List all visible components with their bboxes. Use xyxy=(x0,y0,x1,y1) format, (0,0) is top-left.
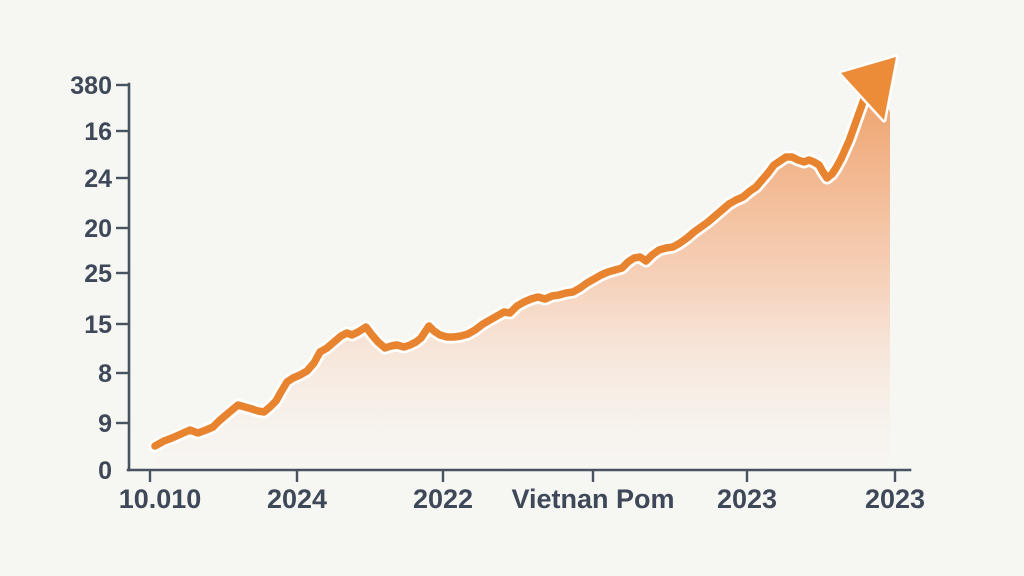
area-fill xyxy=(155,78,890,470)
x-tick-label: 2022 xyxy=(413,484,473,514)
y-tick-label: 20 xyxy=(84,215,112,243)
y-tick-label: 380 xyxy=(70,72,112,100)
x-tick-label: Vietnan Pom xyxy=(511,484,674,514)
y-tick-label: 8 xyxy=(98,360,112,388)
y-tick-label: 0 xyxy=(98,457,112,485)
y-axis-ticks xyxy=(116,83,129,425)
x-tick-label: 2023 xyxy=(717,484,777,514)
y-tick-label: 9 xyxy=(98,410,112,438)
y-axis-labels: 380 16 24 20 25 15 8 9 0 xyxy=(70,72,112,485)
arrow-up-icon xyxy=(838,54,899,123)
y-tick-label: 25 xyxy=(84,260,112,288)
x-tick-label: 2023 xyxy=(865,484,925,514)
x-tick-label: 2024 xyxy=(267,484,327,514)
x-axis-ticks xyxy=(148,470,897,482)
y-tick-label: 15 xyxy=(84,311,112,339)
y-tick-label: 24 xyxy=(84,165,112,193)
y-tick-label: 16 xyxy=(84,118,112,146)
x-axis-labels: 10.010 2024 2022 Vietnan Pom 2023 2023 xyxy=(119,484,925,514)
x-tick-label: 10.010 xyxy=(119,484,202,514)
trend-line xyxy=(151,74,877,450)
